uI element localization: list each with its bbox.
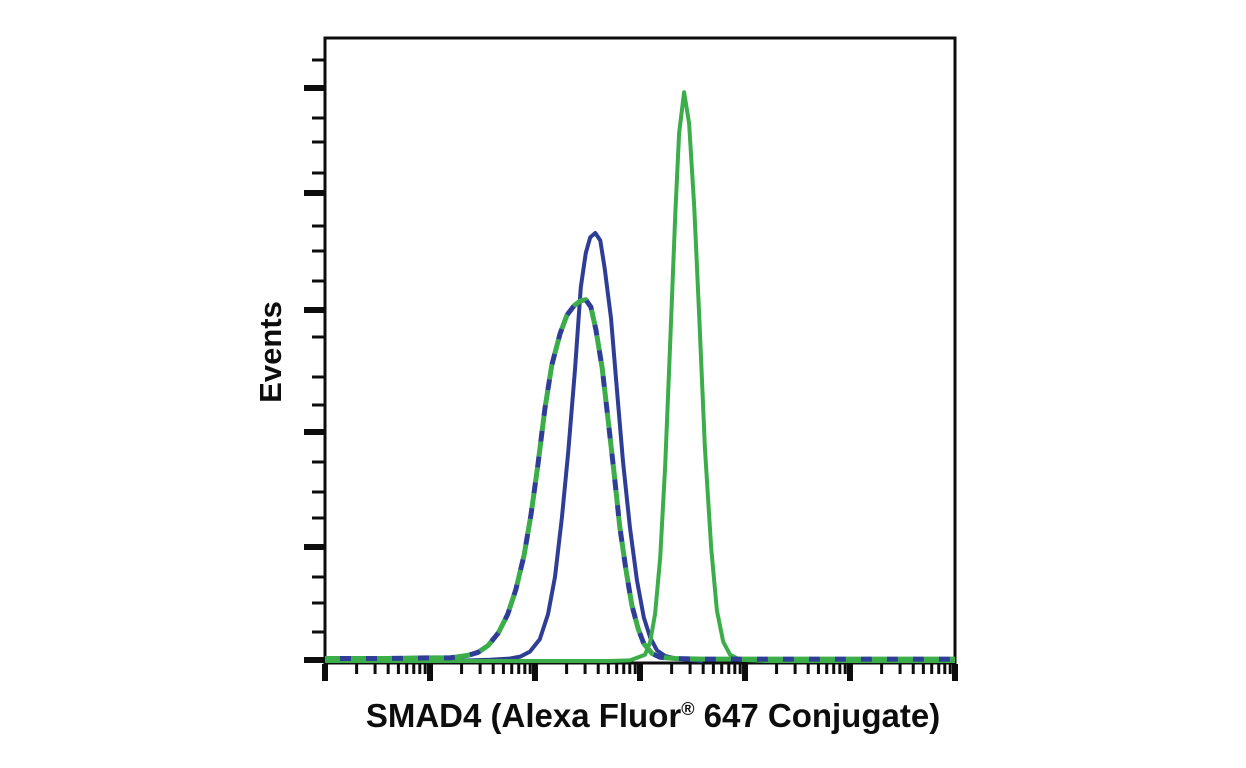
plot-frame — [323, 36, 957, 665]
x-axis-label-text: SMAD4 (Alexa Fluor — [365, 697, 682, 734]
solid-green-stained-curve — [325, 90, 955, 663]
x-axis-ticks — [322, 664, 958, 681]
histogram-curves — [325, 90, 955, 663]
dashed-green-control-curve — [325, 297, 955, 662]
y-axis-label: Events — [253, 301, 288, 403]
solid-blue-stained-curve — [450, 231, 704, 663]
x-axis-label-text-cont: 647 Conjugate) — [694, 697, 941, 734]
registered-trademark-symbol: ® — [681, 699, 695, 719]
x-axis-label: SMAD4 (Alexa Fluor® 647 Conjugate) — [250, 697, 1056, 735]
y-axis-ticks — [304, 58, 324, 663]
